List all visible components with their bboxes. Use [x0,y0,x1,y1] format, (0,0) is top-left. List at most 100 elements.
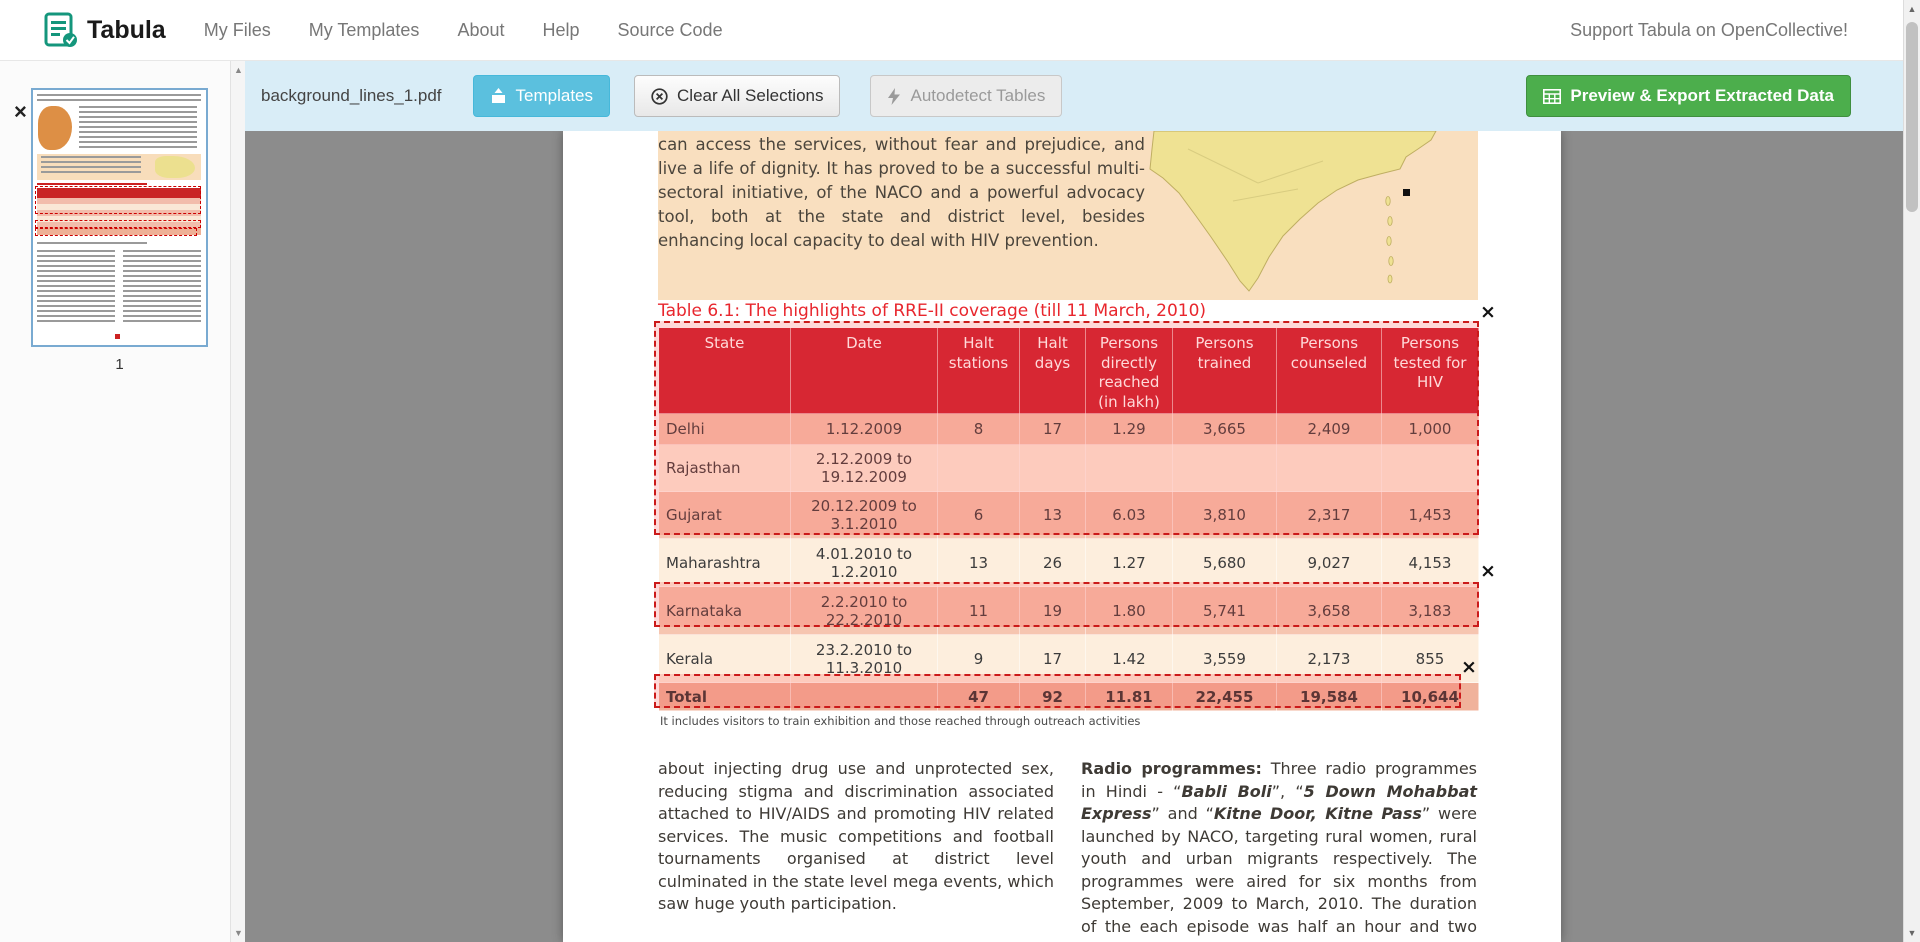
table-header-cell: Persons trained [1172,327,1277,414]
table-cell: 4,153 [1381,538,1479,587]
nav-source-code[interactable]: Source Code [617,19,723,40]
toolbar: background_lines_1.pdf Templates Clear A… [245,61,1903,131]
thumb-text-lines [37,250,115,322]
filename-label: background_lines_1.pdf [261,86,442,105]
opencollective-link[interactable]: Support Tabula on OpenCollective! [1570,19,1848,40]
table-cell: 26 [1019,538,1086,587]
scroll-up-icon[interactable]: ▲ [234,65,243,75]
table-cell: 1.29 [1085,413,1173,445]
export-button[interactable]: Preview & Export Extracted Data [1526,75,1851,117]
table-cell [1276,444,1382,492]
tabula-logo-icon [44,12,77,47]
table-cell: 13 [1019,491,1086,539]
thumb-red-marker [115,334,120,339]
table-cell: 17 [1019,413,1086,445]
right-column-segment: ” were launched by NACO, targeting rural… [1081,804,1478,942]
table-cell: 22,455 [1172,682,1277,711]
templates-button[interactable]: Templates [472,75,611,117]
table-cell: Delhi [658,413,791,445]
thumb-text-lines [41,156,141,176]
remove-selection-icon[interactable]: × [1480,560,1496,582]
clear-selections-button[interactable]: Clear All Selections [634,75,841,117]
selection-region-1[interactable] [654,321,1479,535]
main-scrollbar[interactable]: ▲ ▼ [1903,0,1920,942]
intro-paragraph: can access the services, without fear an… [658,135,1145,250]
scroll-up-icon[interactable]: ▲ [1907,4,1917,14]
table-head: State Date Halt stations Halt days Persons d… [658,327,1479,414]
nav-about[interactable]: About [457,19,505,40]
table-cell [1381,444,1479,492]
table-cell: 1,453 [1381,491,1479,539]
table-header-cell: Halt stations [937,327,1020,414]
pdf-page[interactable]: can access the services, without fear an… [563,131,1561,942]
table-title: Table 6.1: The highlights of RRE-II cove… [658,301,1207,321]
table-cell: 2.12.2009 to 19.12.2009 [790,444,938,492]
remove-selection-icon[interactable]: × [1480,301,1496,323]
table-cell: 13 [937,538,1020,587]
thumb-table-row [37,222,201,228]
autodetect-tables-button[interactable]: Autodetect Tables [870,75,1063,117]
workspace: can access the services, without fear an… [245,131,1903,942]
selection-region-2[interactable] [654,582,1479,627]
table-cell [1019,444,1086,492]
table-cell: Gujarat [658,491,791,539]
thumb-text-lines [37,242,147,245]
table-row: Delhi 1.12.2009 8 17 1.29 3,665 2,409 1,000 [658,413,1479,445]
extraction-table: State Date Halt stations Halt days Persons d… [658,327,1479,711]
close-file-icon[interactable]: × [14,99,27,124]
thumb-selection [35,220,201,228]
nav-my-templates[interactable]: My Templates [308,19,420,40]
table-cell: 4.01.2010 to 1.2.2010 [790,538,938,587]
thumb-text-lines [79,106,197,150]
table-cell: 1.27 [1085,538,1173,587]
sidebar-scrollbar[interactable]: ▲ ▼ [230,61,245,942]
scroll-down-icon[interactable]: ▼ [234,928,243,938]
clear-circle-icon [651,87,668,105]
thumb-table-row [37,198,201,204]
thumb-selection [35,228,197,236]
right-column-text: Radio programmes: Three radio programmes… [1081,758,1477,942]
right-column-segment: Babli Boli [1181,781,1272,801]
table-cell: 3,665 [1172,413,1277,445]
lightning-icon [888,87,901,105]
table-cell: 9,027 [1276,538,1382,587]
thumb-table-row-total [37,228,201,235]
right-column-segment: ”, “ [1271,781,1304,801]
table-row: Rajasthan 2.12.2009 to 19.12.2009 [658,444,1479,492]
page-thumbnail[interactable] [31,88,208,347]
templates-icon [491,87,505,103]
table-header-cell: Date [790,327,938,414]
scrollbar-thumb[interactable] [1906,22,1918,212]
right-column-segment: 5 Down Mohabbat Express [1081,781,1478,824]
thumb-table-title [37,183,147,185]
thumb-table-header [37,188,201,198]
table-header-cell: Halt days [1019,327,1086,414]
table-footnote: It includes visitors to train exhibition… [660,714,1141,728]
table-cell [1085,444,1173,492]
table-cell: 5,680 [1172,538,1277,587]
table-cell: 1,000 [1381,413,1479,445]
remove-selection-icon[interactable]: × [1461,656,1477,678]
right-column-segment: Kitne Door, Kitne Pass [1213,804,1422,823]
table-cell: 2,317 [1276,491,1382,539]
page-number-label: 1 [115,356,124,373]
table-cell: 2,409 [1276,413,1382,445]
thumb-table-row [37,216,201,222]
thumb-text-lines [123,250,201,322]
right-column-segment: Radio programmes: [1081,759,1262,778]
thumb-text-lines [37,94,201,102]
sidebar: × 1 ▲ ▼ [0,61,245,942]
nav-help[interactable]: Help [542,19,580,40]
map-legend-marker [1403,189,1410,196]
export-button-label: Preview & Export Extracted Data [1570,86,1834,105]
templates-button-label: Templates [515,86,594,105]
clear-selections-label: Clear All Selections [677,86,824,105]
thumbnail-india-map [38,106,72,150]
selection-region-3[interactable] [654,674,1461,708]
scroll-down-icon[interactable]: ▼ [1907,928,1917,938]
left-column-text: about injecting drug use and unprotected… [658,759,1054,913]
table-cell: Maharashtra [658,538,791,587]
pdf-peach-block: can access the services, without fear an… [658,131,1478,300]
nav-my-files[interactable]: My Files [203,19,271,40]
india-map [1149,131,1437,292]
